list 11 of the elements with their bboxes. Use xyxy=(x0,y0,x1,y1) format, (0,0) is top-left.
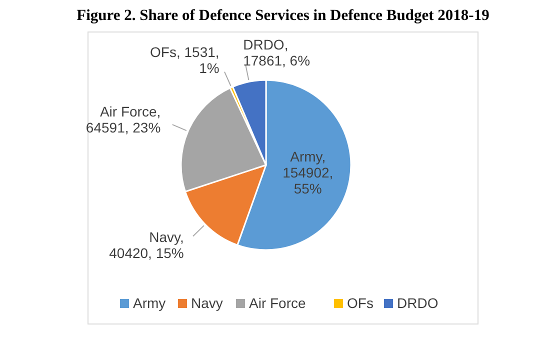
legend-label: DRDO xyxy=(397,295,438,311)
data-label: Navy, 40420, 15% xyxy=(109,229,184,262)
legend-label: Navy xyxy=(191,295,223,311)
legend-label: Army xyxy=(133,295,166,311)
legend-label: Air Force xyxy=(249,295,306,311)
data-label: Air Force, 64591, 23% xyxy=(86,103,161,136)
data-label: OFs, 1531, 1% xyxy=(150,44,220,76)
data-label: DRDO, 17861, 6% xyxy=(243,36,310,69)
chart-title: Figure 2. Share of Defence Services in Defence Budget 2018-19 xyxy=(76,7,490,24)
legend-label: OFs xyxy=(347,295,374,311)
data-label: Army, 154902, 55% xyxy=(282,148,334,196)
